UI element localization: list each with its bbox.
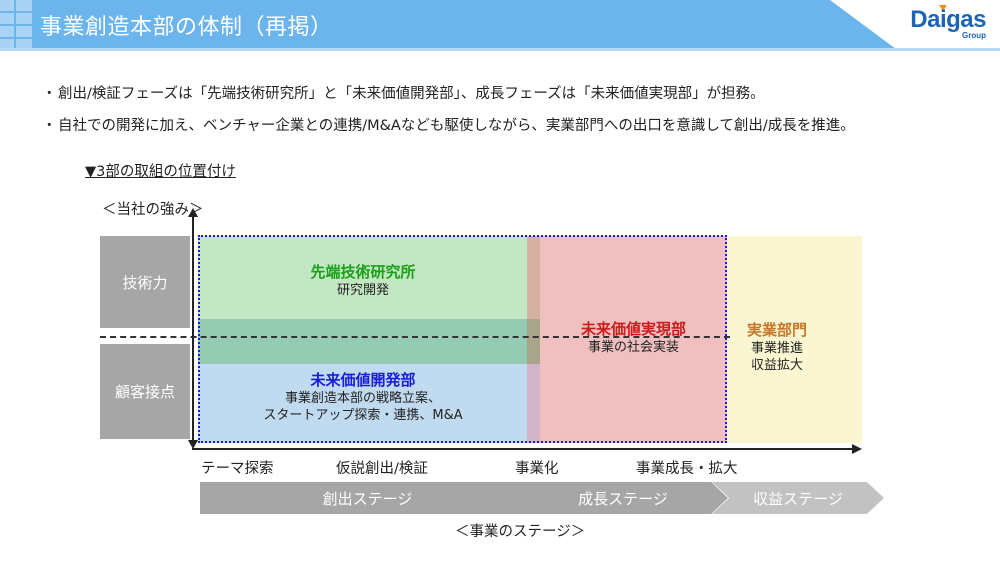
x-axis [192, 448, 852, 450]
zone-future-value-realization [527, 236, 727, 443]
stage-point-theme-search: テーマ探索 [201, 461, 274, 477]
arrow-up-icon [188, 208, 198, 217]
bullet-marker: ・ [42, 86, 57, 102]
stage-point-hypothesis: 仮説創出/検証 [336, 461, 428, 477]
category-technology: 技術力 [100, 236, 190, 328]
category-customer-contact: 顧客接点 [100, 344, 190, 439]
stage-point-growth: 事業成長・拡大 [636, 461, 738, 477]
stage-growth: 成長ステージ [518, 482, 728, 514]
bullet-text: 自社での開発に加え、ベンチャー企業との連携/M&Aなども駆使しながら、実業部門へ… [58, 118, 855, 134]
zone-transition-strip [527, 319, 540, 364]
header-divider [0, 48, 1000, 51]
zone-transition-strip [527, 364, 540, 443]
logo-text: Daigas [910, 6, 986, 33]
logo: Daigas Group [830, 0, 1000, 48]
zone-overlap [198, 319, 528, 364]
bullet-item: ・自社での開発に加え、ベンチャー企業との連携/M&Aなども駆使しながら、実業部門… [42, 110, 855, 142]
y-axis-label: ＜当社の強み＞ [102, 202, 204, 218]
label-future-value-realization: 未来価値実現部 事業の社会実装 [580, 320, 686, 355]
y-axis [192, 214, 194, 446]
bullet-text: 創出/検証フェーズは「先端技術研究所」と「未来価値開発部」、成長フェーズは「未来… [58, 86, 765, 102]
label-future-value-development: 未来価値開発部 事業創造本部の戦略立案、 スタートアップ探索・連携、M&A [263, 371, 463, 423]
arrow-right-icon [852, 444, 862, 454]
stage-point-commercialization: 事業化 [515, 461, 559, 477]
bullet-item: ・創出/検証フェーズは「先端技術研究所」と「未来価値開発部」、成長フェーズは「未… [42, 78, 855, 110]
section-title: ▼3部の取組の位置付け [85, 164, 236, 180]
arrow-down-icon [188, 440, 198, 449]
label-advanced-tech-lab: 先端技術研究所 研究開発 [310, 263, 416, 298]
bullet-list: ・創出/検証フェーズは「先端技術研究所」と「未来価値開発部」、成長フェーズは「未… [42, 78, 855, 142]
header-grid-decoration [0, 0, 32, 50]
bullet-marker: ・ [42, 118, 57, 134]
divider-dashed-line [100, 336, 730, 338]
zone-business-division [727, 236, 862, 443]
business-creation-frame [198, 235, 727, 443]
logo-mark-icon [939, 5, 947, 11]
label-business-division: 実業部門 事業推進 収益拡大 [746, 321, 807, 373]
stage-revenue: 収益ステージ [712, 482, 884, 514]
header-bar: 事業創造本部の体制（再掲） Daigas Group [0, 0, 1000, 50]
page-title: 事業創造本部の体制（再掲） [40, 15, 333, 40]
stage-creation: 創出ステージ [200, 482, 535, 514]
logo-subtext: Group [962, 31, 986, 40]
x-axis-label: ＜事業のステージ＞ [455, 524, 586, 540]
